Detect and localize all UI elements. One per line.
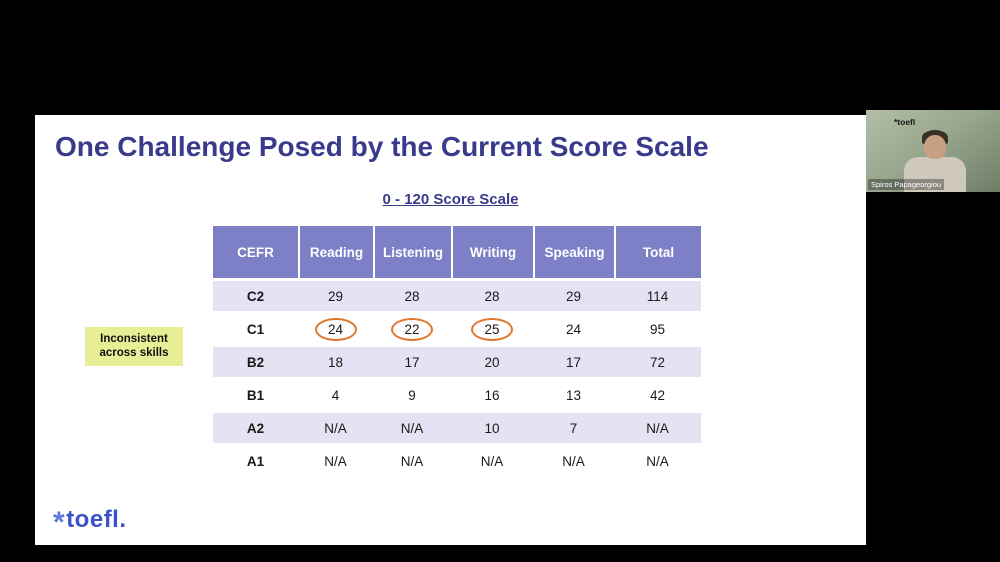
person-silhouette <box>904 157 966 192</box>
score-cell: 42 <box>649 387 666 403</box>
score-cell: N/A <box>298 413 373 443</box>
circled-score: 22 <box>391 317 433 341</box>
table-row: B1 4 9 16 13 42 <box>213 380 701 410</box>
slide: One Challenge Posed by the Current Score… <box>35 115 866 545</box>
cefr-level-cell: A2 <box>213 413 298 443</box>
score-cell: 22 <box>373 314 451 344</box>
score-cell: 9 <box>408 387 416 403</box>
column-header: Listening <box>373 226 451 278</box>
cefr-level-cell: B2 <box>213 347 298 377</box>
circled-score: 24 <box>314 317 357 341</box>
score-cell: 17 <box>373 347 451 377</box>
webcam-thumbnail[interactable]: *toefl Spiros Papageorgiou <box>866 110 1000 192</box>
cefr-level-cell: B1 <box>246 387 265 403</box>
score-cell: 29 <box>298 281 373 311</box>
toefl-asterisk-icon: * <box>53 506 66 539</box>
webcam-toefl-logo: *toefl <box>894 117 916 127</box>
column-header: Total <box>614 226 701 278</box>
score-cell: 18 <box>298 347 373 377</box>
score-cell: 28 <box>451 281 533 311</box>
table-row: C1 24 22 25 24 95 <box>213 314 701 344</box>
column-header: Speaking <box>533 226 614 278</box>
toefl-logo: *toefl. <box>53 501 127 539</box>
score-cell: N/A <box>480 453 504 469</box>
score-cell: N/A <box>562 453 585 469</box>
score-cell: 24 <box>298 314 373 344</box>
score-cell: 16 <box>484 387 500 403</box>
person-head <box>924 135 946 159</box>
score-cell: 7 <box>533 413 614 443</box>
score-cell: 24 <box>565 321 582 337</box>
table-row: C2 29 28 28 29 114 <box>213 281 701 311</box>
table-row: A1 N/A N/A N/A N/A N/A <box>213 446 701 476</box>
inconsistent-note: Inconsistent across skills <box>85 327 183 366</box>
score-cell: 28 <box>373 281 451 311</box>
score-cell: 4 <box>331 387 340 403</box>
score-cell: N/A <box>614 413 701 443</box>
column-header: Reading <box>298 226 373 278</box>
score-table: CEFR Reading Listening Writing Speaking … <box>213 223 701 479</box>
score-scale-heading: 0 - 120 Score Scale <box>382 191 519 208</box>
slide-title: One Challenge Posed by the Current Score… <box>55 131 709 162</box>
toefl-logo-text: toefl. <box>66 506 127 533</box>
score-cell: N/A <box>400 453 424 469</box>
participant-name-label: Spiros Papageorgiou <box>868 179 945 190</box>
score-cell: 13 <box>565 387 582 403</box>
column-header: CEFR <box>213 226 298 278</box>
score-cell: 20 <box>451 347 533 377</box>
score-cell: 72 <box>614 347 701 377</box>
table-row: A2 N/A N/A 10 7 N/A <box>213 413 701 443</box>
score-cell: 114 <box>614 281 701 311</box>
cefr-level-cell: C2 <box>213 281 298 311</box>
score-cell: N/A <box>373 413 451 443</box>
score-table-wrap: CEFR Reading Listening Writing Speaking … <box>213 223 701 479</box>
score-cell: 29 <box>533 281 614 311</box>
table-row: B2 18 17 20 17 72 <box>213 347 701 377</box>
table-header-row: CEFR Reading Listening Writing Speaking … <box>213 226 701 278</box>
cefr-level-cell: A1 <box>246 453 265 469</box>
column-header: Writing <box>451 226 533 278</box>
score-cell: 17 <box>533 347 614 377</box>
score-cell: 10 <box>451 413 533 443</box>
circled-score: 25 <box>471 317 513 341</box>
score-cell: N/A <box>324 453 347 469</box>
score-cell: N/A <box>646 453 669 469</box>
score-cell: 95 <box>649 321 666 337</box>
cefr-level-cell: C1 <box>246 321 265 337</box>
score-cell: 25 <box>451 314 533 344</box>
